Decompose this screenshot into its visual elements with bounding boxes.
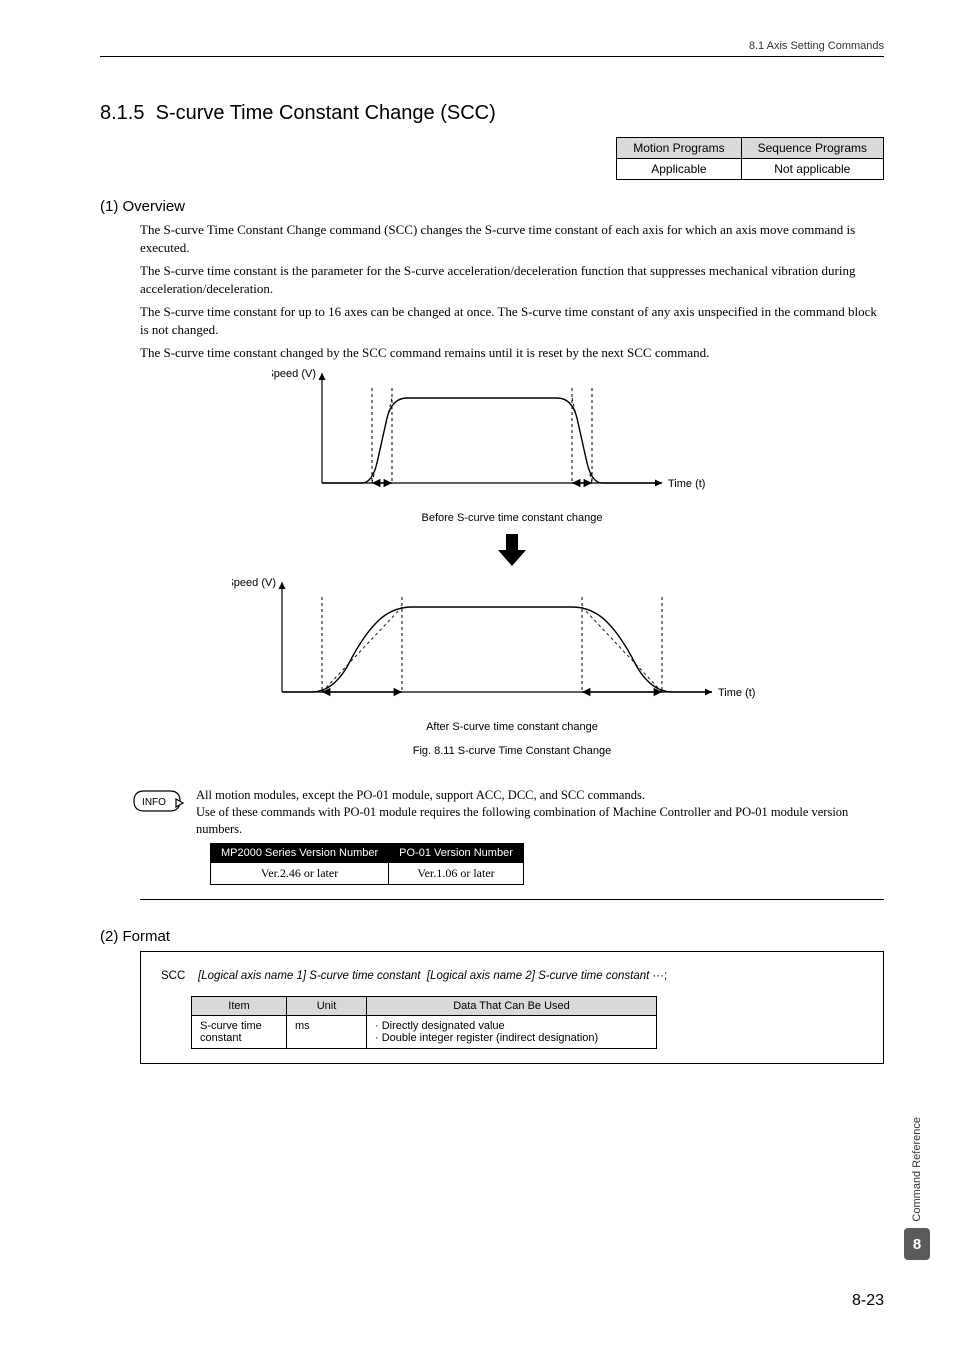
info-p1: All motion modules, except the PO-01 mod…	[196, 787, 884, 804]
format-data-value: · Directly designated value · Double int…	[367, 1016, 657, 1049]
format-box: SCC [Logical axis name 1] S-curve time c…	[140, 951, 884, 1064]
info-badge-text: INFO	[142, 797, 166, 808]
format-heading: (2) Format	[100, 928, 884, 945]
section-title: 8.1.5 S-curve Time Constant Change (SCC)	[100, 102, 884, 125]
section-number: 8.1.5	[100, 102, 144, 124]
format-cmd-prefix: SCC	[161, 970, 185, 982]
info-p2: Use of these commands with PO-01 module …	[196, 804, 884, 838]
figure-main-caption: Fig. 8.11 S-curve Time Constant Change	[140, 745, 884, 757]
svg-text:Time (t): Time (t)	[718, 687, 755, 699]
breadcrumb: 8.1 Axis Setting Commands	[100, 40, 884, 52]
figure-block: Speed (V) Time (t) Before S-curve time co…	[140, 368, 884, 757]
svg-text:Time (t): Time (t)	[668, 478, 705, 490]
applicability-header-motion: Motion Programs	[617, 138, 741, 159]
format-cmd-part-a: [Logical axis name 1] S-curve time const…	[198, 970, 420, 982]
table-row: MP2000 Series Version Number PO-01 Versi…	[211, 844, 524, 863]
applicability-sequence-value: Not applicable	[741, 159, 883, 180]
version-header-po01: PO-01 Version Number	[389, 844, 524, 863]
info-rule	[140, 899, 884, 900]
overview-p4: The S-curve time constant changed by the…	[140, 344, 884, 362]
table-row: Ver.2.46 or later Ver.1.06 or later	[211, 863, 524, 885]
info-badge-icon: INFO	[130, 789, 184, 813]
arrow-down-icon	[492, 532, 532, 568]
after-caption: After S-curve time constant change	[140, 721, 884, 733]
applicability-motion-value: Applicable	[617, 159, 741, 180]
version-po01-value: Ver.1.06 or later	[389, 863, 524, 885]
format-header-unit: Unit	[287, 997, 367, 1016]
side-tab-chapter: 8	[904, 1228, 930, 1260]
overview-heading: (1) Overview	[100, 198, 884, 215]
table-row: S-curve time constant ms · Directly desi…	[192, 1016, 657, 1049]
format-item-value: S-curve time constant	[192, 1016, 287, 1049]
format-data-line2: · Double integer register (indirect desi…	[375, 1032, 648, 1044]
scurve-after-chart: Speed (V) Time (t)	[232, 577, 792, 717]
applicability-header-sequence: Sequence Programs	[741, 138, 883, 159]
info-block: INFO All motion modules, except the PO-0…	[130, 787, 884, 838]
scurve-before-chart: Speed (V) Time (t)	[272, 368, 752, 508]
version-table: MP2000 Series Version Number PO-01 Versi…	[210, 843, 524, 885]
format-command: SCC [Logical axis name 1] S-curve time c…	[161, 970, 863, 982]
version-header-mp2000: MP2000 Series Version Number	[211, 844, 389, 863]
svg-text:Speed (V): Speed (V)	[232, 577, 276, 589]
page-number: 8-23	[852, 1292, 884, 1310]
side-tab-label: Command Reference	[911, 1117, 923, 1222]
header-rule	[100, 56, 884, 57]
overview-p2: The S-curve time constant is the paramet…	[140, 262, 884, 297]
table-row: Motion Programs Sequence Programs	[617, 138, 884, 159]
before-caption: Before S-curve time constant change	[140, 512, 884, 524]
overview-p3: The S-curve time constant for up to 16 a…	[140, 303, 884, 338]
overview-p1: The S-curve Time Constant Change command…	[140, 221, 884, 256]
format-data-line1: · Directly designated value	[375, 1020, 648, 1032]
section-name: S-curve Time Constant Change (SCC)	[156, 102, 496, 124]
version-mp2000-value: Ver.2.46 or later	[211, 863, 389, 885]
format-header-item: Item	[192, 997, 287, 1016]
format-table: Item Unit Data That Can Be Used S-curve …	[191, 996, 657, 1049]
format-cmd-part-b: [Logical axis name 2] S-curve time const…	[427, 970, 649, 982]
format-header-data: Data That Can Be Used	[367, 997, 657, 1016]
svg-text:Speed (V): Speed (V)	[272, 368, 316, 380]
applicability-table: Motion Programs Sequence Programs Applic…	[616, 137, 884, 180]
table-row: Item Unit Data That Can Be Used	[192, 997, 657, 1016]
format-unit-value: ms	[287, 1016, 367, 1049]
format-cmd-ellipsis: ···;	[649, 970, 667, 982]
table-row: Applicable Not applicable	[617, 159, 884, 180]
side-tab: Command Reference 8	[904, 1117, 930, 1260]
info-text: All motion modules, except the PO-01 mod…	[196, 787, 884, 838]
